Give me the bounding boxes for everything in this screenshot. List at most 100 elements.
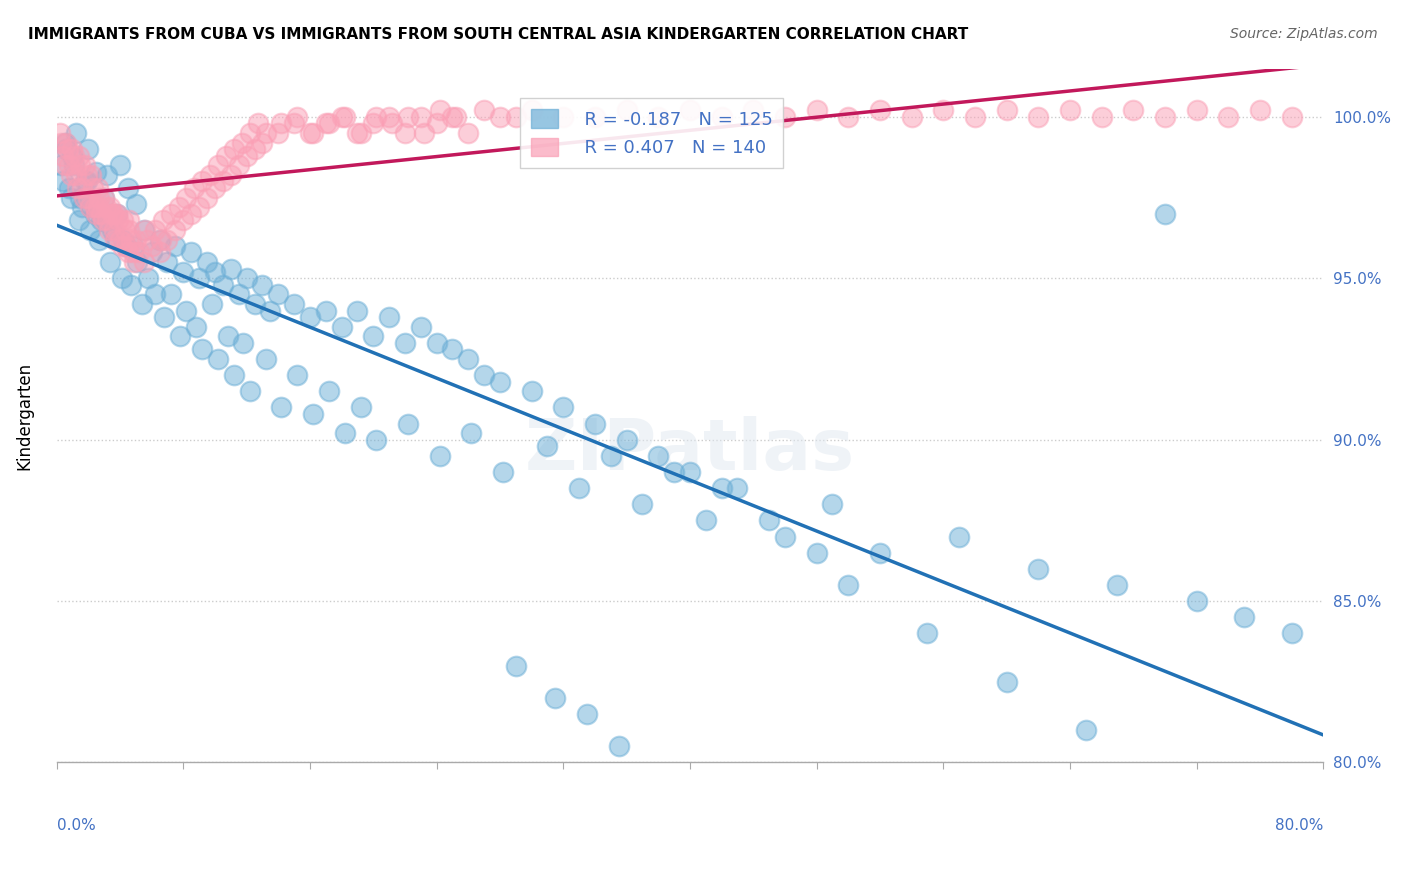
Point bbox=[198, 168, 221, 182]
Point bbox=[1154, 207, 1177, 221]
Text: IMMIGRANTS FROM CUBA VS IMMIGRANTS FROM SOUTH CENTRAL ASIA KINDERGARTEN CORRELAT: IMMIGRANTS FROM CUBA VS IMMIGRANTS FROM … bbox=[28, 27, 969, 42]
Point bbox=[583, 110, 606, 124]
Point bbox=[963, 110, 986, 124]
Point bbox=[235, 271, 257, 285]
Point bbox=[108, 158, 131, 172]
Point bbox=[366, 110, 388, 124]
Point bbox=[267, 126, 290, 140]
Point bbox=[283, 297, 305, 311]
Point bbox=[63, 149, 86, 163]
Point bbox=[219, 168, 242, 182]
Point bbox=[1074, 723, 1097, 738]
Point bbox=[1233, 610, 1256, 624]
Point bbox=[80, 200, 103, 214]
Point bbox=[837, 578, 859, 592]
Point bbox=[457, 351, 479, 366]
Point bbox=[93, 191, 115, 205]
Point bbox=[394, 335, 416, 350]
Point bbox=[207, 158, 229, 172]
Point bbox=[536, 439, 558, 453]
Point bbox=[180, 207, 202, 221]
Point bbox=[869, 546, 891, 560]
Point bbox=[55, 136, 77, 150]
Point bbox=[647, 110, 669, 124]
Point bbox=[270, 401, 292, 415]
Point bbox=[472, 368, 495, 383]
Point bbox=[243, 142, 266, 156]
Point bbox=[112, 213, 135, 227]
Point bbox=[330, 319, 353, 334]
Point bbox=[94, 200, 117, 214]
Point bbox=[128, 245, 150, 260]
Point bbox=[77, 191, 100, 205]
Point bbox=[148, 233, 170, 247]
Point bbox=[349, 401, 371, 415]
Point bbox=[121, 239, 143, 253]
Point bbox=[568, 481, 591, 495]
Point bbox=[84, 165, 107, 179]
Point bbox=[444, 110, 467, 124]
Point bbox=[115, 239, 138, 253]
Point bbox=[616, 103, 638, 118]
Point bbox=[460, 426, 482, 441]
Point bbox=[378, 310, 401, 324]
Point bbox=[153, 310, 176, 324]
Point bbox=[110, 271, 132, 285]
Point bbox=[156, 255, 179, 269]
Point bbox=[70, 181, 93, 195]
Point bbox=[599, 449, 621, 463]
Point bbox=[117, 181, 139, 195]
Y-axis label: Kindergarten: Kindergarten bbox=[15, 361, 32, 469]
Point bbox=[1281, 626, 1303, 640]
Point bbox=[62, 142, 84, 156]
Point bbox=[76, 174, 98, 188]
Point bbox=[544, 690, 567, 705]
Point bbox=[212, 174, 235, 188]
Point bbox=[917, 626, 939, 640]
Point bbox=[183, 181, 205, 195]
Point bbox=[135, 233, 157, 247]
Point bbox=[191, 343, 214, 357]
Point bbox=[201, 297, 224, 311]
Point bbox=[1026, 110, 1049, 124]
Point bbox=[172, 213, 194, 227]
Point bbox=[1091, 110, 1114, 124]
Point bbox=[505, 110, 527, 124]
Point bbox=[695, 513, 717, 527]
Point bbox=[662, 465, 685, 479]
Point bbox=[63, 158, 86, 172]
Point bbox=[67, 213, 90, 227]
Point bbox=[576, 706, 599, 721]
Point bbox=[52, 149, 75, 163]
Point bbox=[101, 207, 124, 221]
Point bbox=[394, 126, 416, 140]
Point bbox=[505, 658, 527, 673]
Point bbox=[125, 233, 148, 247]
Point bbox=[616, 433, 638, 447]
Point bbox=[298, 126, 321, 140]
Point bbox=[758, 513, 780, 527]
Point bbox=[396, 110, 419, 124]
Point bbox=[165, 223, 187, 237]
Point bbox=[167, 200, 190, 214]
Point bbox=[83, 207, 105, 221]
Point bbox=[232, 335, 254, 350]
Point bbox=[115, 239, 138, 253]
Point bbox=[51, 158, 73, 172]
Point bbox=[553, 110, 575, 124]
Point bbox=[346, 126, 368, 140]
Point bbox=[53, 158, 76, 172]
Point bbox=[520, 103, 543, 118]
Point bbox=[141, 239, 163, 253]
Point bbox=[159, 207, 181, 221]
Point bbox=[117, 245, 139, 260]
Point bbox=[156, 233, 179, 247]
Point bbox=[283, 116, 305, 130]
Point bbox=[122, 255, 145, 269]
Point bbox=[112, 233, 135, 247]
Point bbox=[302, 407, 325, 421]
Point bbox=[396, 417, 419, 431]
Point bbox=[426, 335, 449, 350]
Point bbox=[806, 103, 828, 118]
Point bbox=[195, 255, 218, 269]
